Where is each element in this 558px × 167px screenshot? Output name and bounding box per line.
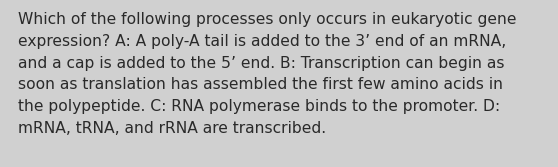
Text: soon as translation has assembled the first few amino acids in: soon as translation has assembled the fi… <box>18 77 503 92</box>
Text: expression? A: A poly-A tail is added to the 3’ end of an mRNA,: expression? A: A poly-A tail is added to… <box>18 34 506 49</box>
Text: and a cap is added to the 5’ end. B: Transcription can begin as: and a cap is added to the 5’ end. B: Tra… <box>18 56 504 71</box>
Text: the polypeptide. C: RNA polymerase binds to the promoter. D:: the polypeptide. C: RNA polymerase binds… <box>18 99 500 114</box>
Text: mRNA, tRNA, and rRNA are transcribed.: mRNA, tRNA, and rRNA are transcribed. <box>18 121 326 136</box>
Text: Which of the following processes only occurs in eukaryotic gene: Which of the following processes only oc… <box>18 12 517 27</box>
